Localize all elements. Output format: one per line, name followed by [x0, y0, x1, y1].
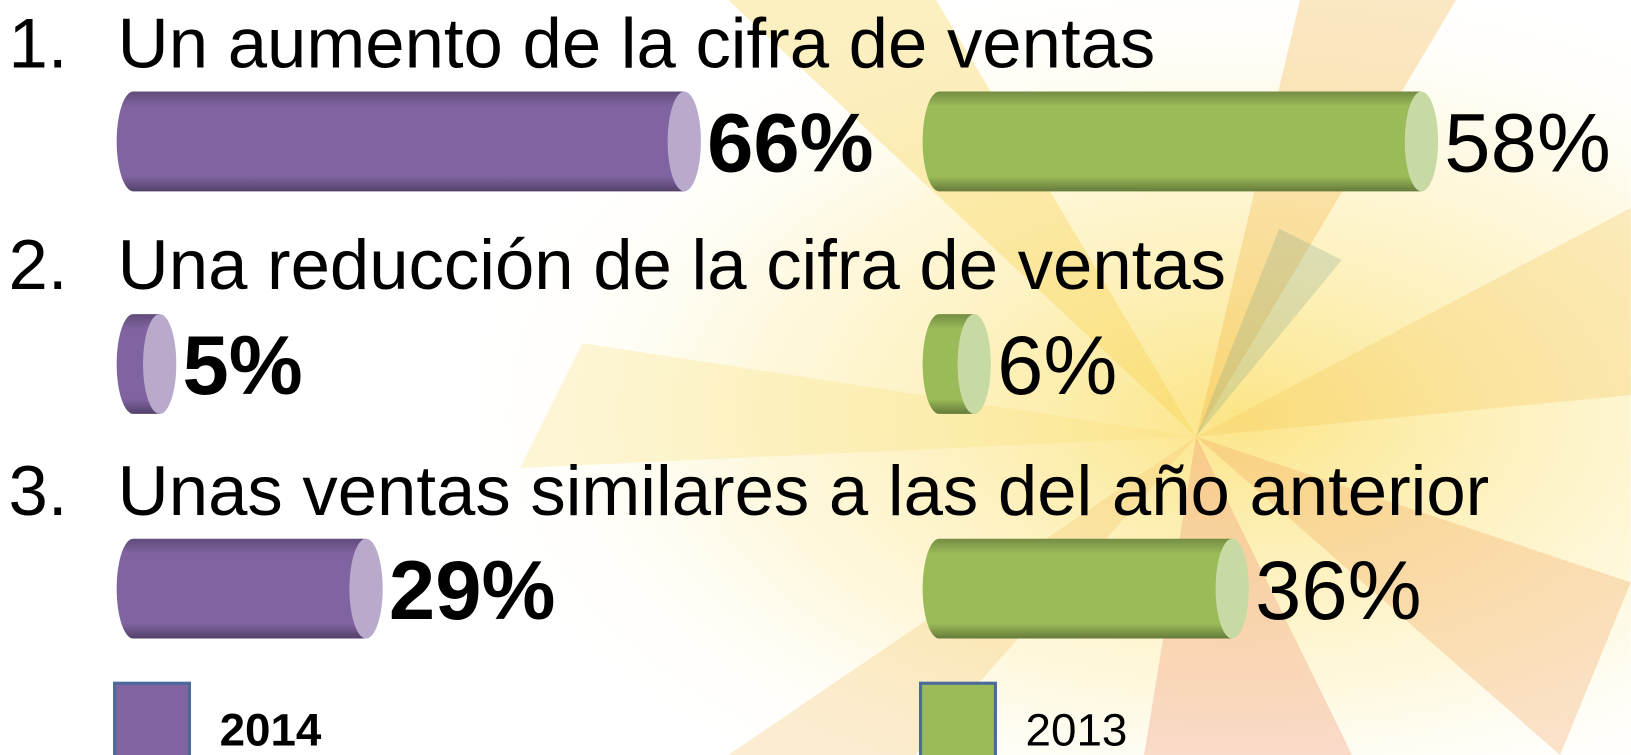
value-label: 36%	[1255, 544, 1422, 637]
value-label: 5%	[183, 319, 303, 412]
bar	[922, 538, 1233, 639]
value-label: 6%	[997, 319, 1117, 412]
bar-end	[143, 314, 177, 414]
bar	[922, 91, 1422, 192]
value-label: 66%	[707, 97, 873, 190]
category-label: Unas ventas similares a las del año ante…	[118, 451, 1490, 530]
item-number: 2.	[9, 225, 68, 304]
bar	[116, 91, 685, 192]
value-label: 29%	[389, 544, 556, 637]
bar-end	[1215, 538, 1249, 639]
value-label: 58%	[1444, 97, 1611, 190]
category-label: Una reducción de la cifra de ventas	[118, 225, 1226, 304]
bar-end	[957, 314, 991, 414]
bar-end	[667, 91, 701, 192]
bar-end	[349, 538, 383, 639]
item-number: 3.	[9, 451, 68, 530]
legend-swatch	[113, 681, 192, 755]
category-label: Un aumento de la cifra de ventas	[118, 4, 1156, 83]
legend-label: 2014	[220, 705, 322, 755]
bar	[116, 538, 367, 639]
legend-swatch	[918, 681, 997, 755]
item-number: 1.	[9, 4, 68, 83]
legend-label: 2013	[1026, 705, 1128, 755]
bar-end	[1404, 91, 1439, 192]
